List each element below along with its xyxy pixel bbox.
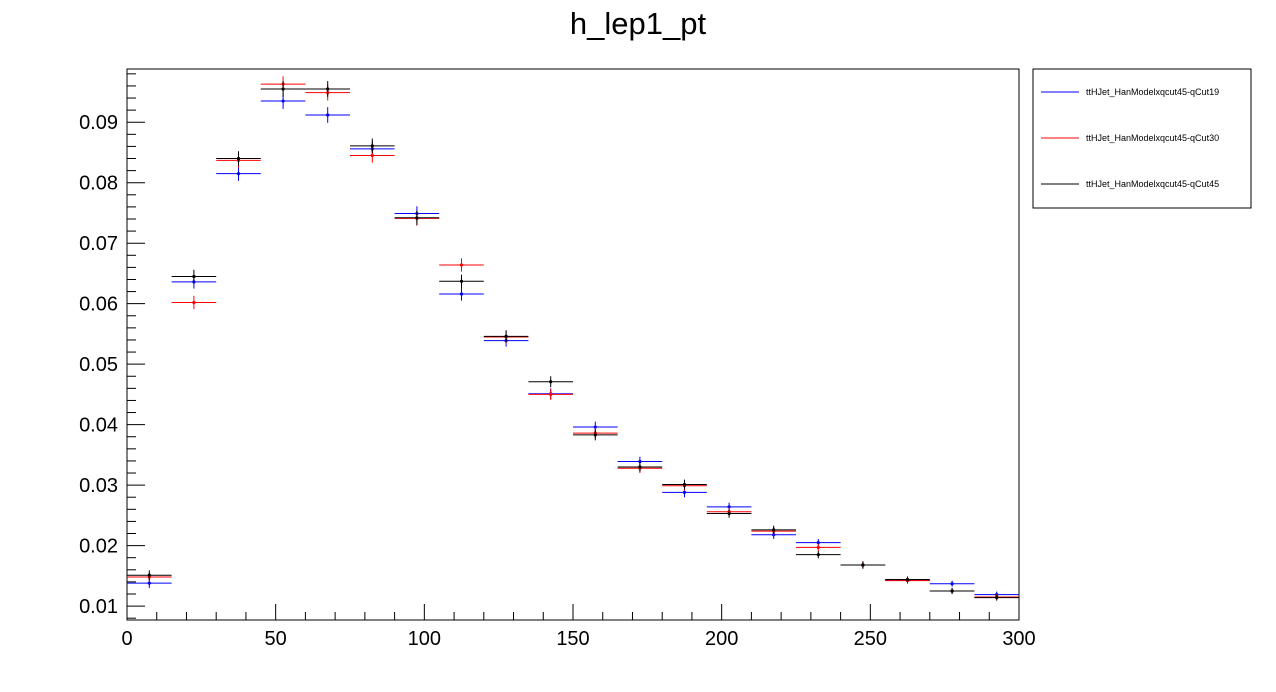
data-point (260, 81, 306, 97)
series-2 (127, 76, 1019, 601)
data-point (885, 576, 930, 583)
data-marker (549, 380, 553, 384)
data-point (528, 388, 573, 400)
data-point (305, 81, 350, 97)
data-series-layer (127, 76, 1019, 601)
data-point (439, 258, 484, 272)
x-tick-label: 250 (854, 628, 887, 650)
data-marker (147, 573, 151, 577)
x-tick-label: 100 (408, 628, 441, 650)
chart-title: h_lep1_pt (570, 6, 707, 41)
data-marker (236, 172, 241, 176)
y-tick-label: 0.08 (79, 173, 118, 195)
x-tick-label: 50 (265, 628, 287, 650)
axes-layer: 0 50 100 150 200 250 300 0.01 0.02 0.03 0.04 0.05 0.… (79, 73, 1036, 650)
data-point (796, 543, 841, 552)
data-marker (593, 425, 597, 429)
data-point (305, 107, 350, 123)
data-marker (861, 563, 865, 567)
data-marker (950, 582, 954, 586)
data-point (528, 376, 573, 388)
y-tick-label: 0.05 (79, 354, 118, 376)
plot-frame (126, 68, 1020, 621)
data-marker (370, 153, 374, 158)
y-tick-label: 0.09 (79, 112, 118, 134)
data-marker (192, 300, 196, 305)
data-marker (816, 540, 820, 545)
data-point (439, 287, 484, 301)
data-marker (950, 589, 954, 593)
data-point (483, 330, 529, 343)
y-tick-label: 0.01 (79, 596, 118, 618)
data-marker (459, 292, 464, 296)
data-point (840, 561, 886, 569)
series-3 (127, 81, 1019, 601)
data-point (796, 551, 841, 559)
data-marker (236, 156, 241, 161)
data-point (573, 429, 618, 441)
data-point (127, 570, 172, 581)
data-marker (772, 528, 776, 532)
data-point (350, 138, 395, 154)
data-marker (281, 99, 285, 103)
data-marker (370, 144, 374, 148)
data-point (974, 594, 1019, 601)
data-point (171, 269, 217, 284)
data-point (439, 274, 484, 288)
legend-label: ttHJet_HanModelxqcut45-qCut45 (1086, 179, 1219, 189)
data-marker (727, 505, 731, 509)
data-marker (147, 581, 151, 585)
data-point (216, 166, 261, 181)
data-marker (816, 553, 820, 557)
x-tick-label: 200 (705, 628, 738, 650)
data-marker (415, 216, 419, 220)
data-marker (192, 274, 196, 279)
y-tick-label: 0.02 (79, 536, 118, 558)
data-marker (593, 433, 597, 437)
data-marker (638, 459, 642, 464)
data-marker (682, 490, 687, 494)
data-point (171, 295, 217, 310)
data-marker (905, 577, 910, 582)
legend-label: ttHJet_HanModelxqcut45-qCut30 (1086, 133, 1219, 143)
data-marker (459, 279, 464, 283)
data-marker (504, 334, 508, 338)
data-marker (326, 113, 330, 117)
data-point (929, 587, 975, 594)
y-tick-label: 0.06 (79, 294, 118, 316)
data-marker (682, 482, 687, 487)
y-tick-label: 0.07 (79, 233, 118, 255)
data-marker (816, 545, 820, 550)
data-point (617, 462, 663, 472)
x-tick-label: 150 (556, 628, 589, 650)
data-marker (727, 511, 731, 516)
data-marker (459, 263, 464, 267)
data-point (216, 151, 261, 166)
data-marker (326, 87, 330, 91)
data-marker (638, 465, 642, 469)
data-point (662, 479, 707, 490)
legend-label: ttHJet_HanModelxqcut45-qCut19 (1086, 87, 1219, 97)
x-tick-label: 0 (121, 628, 132, 650)
data-marker (995, 596, 999, 600)
data-point (751, 525, 796, 535)
data-point (706, 509, 752, 518)
x-tick-label: 300 (1002, 628, 1035, 650)
y-tick-label: 0.04 (79, 415, 118, 437)
data-point (394, 210, 440, 226)
data-marker (549, 392, 553, 396)
y-tick-label: 0.03 (79, 475, 118, 497)
series-1 (127, 93, 1019, 598)
legend: ttHJet_HanModelxqcut45-qCut19 ttHJet_HanM… (1032, 68, 1252, 209)
data-marker (281, 87, 285, 91)
data-point (929, 580, 975, 587)
